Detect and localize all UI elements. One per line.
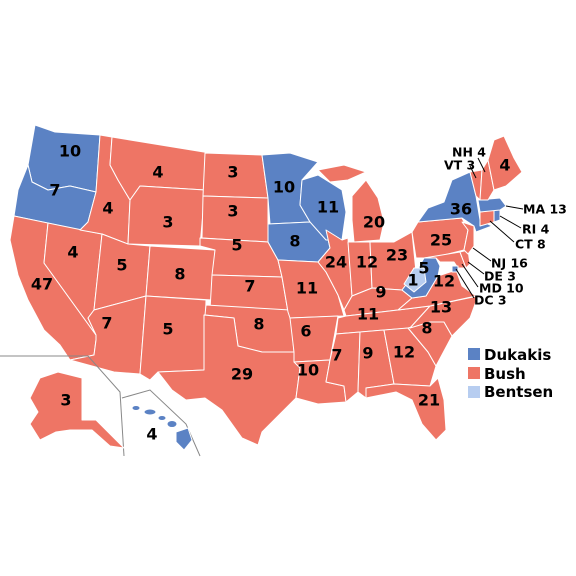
label-ne: 5 [231, 236, 242, 255]
state-ri[interactable] [493, 209, 501, 223]
label-ar: 6 [300, 322, 311, 341]
label-de: DE 3 [484, 269, 516, 284]
legend-label-bush: Bush [484, 365, 526, 383]
state-ct[interactable] [479, 209, 495, 227]
label-or: 7 [49, 181, 60, 200]
label-hi: 4 [146, 425, 157, 444]
label-sc: 8 [421, 319, 432, 338]
label-ga: 12 [393, 343, 415, 362]
label-nd: 3 [227, 163, 238, 182]
label-ms: 7 [331, 346, 342, 365]
label-nj: NJ 16 [491, 256, 528, 271]
state-wv-bentsen[interactable] [403, 267, 427, 293]
label-wv-bentsen: 1 [407, 271, 418, 290]
label-wy: 3 [162, 213, 173, 232]
label-mo: 11 [296, 279, 318, 298]
label-la: 10 [297, 361, 319, 380]
label-va: 12 [433, 272, 455, 291]
label-ma: MA 13 [523, 202, 567, 217]
state-mi[interactable] [317, 164, 385, 243]
label-ca: 47 [31, 275, 53, 294]
state-fl[interactable] [365, 377, 447, 441]
label-tx: 29 [231, 365, 253, 384]
label-nm: 5 [162, 320, 173, 339]
label-ut: 5 [116, 256, 127, 275]
label-nh: NH 4 [452, 145, 486, 160]
label-ak: 3 [60, 391, 71, 410]
label-ks: 7 [244, 277, 255, 296]
label-ct: CT 8 [515, 237, 546, 252]
legend-swatch-bush [468, 367, 480, 379]
legend-label-dukakis: Dukakis [484, 346, 551, 364]
label-nc: 13 [430, 298, 452, 317]
label-fl: 21 [418, 391, 440, 410]
state-ma[interactable] [477, 197, 507, 213]
label-wv: 5 [418, 259, 429, 278]
label-ky: 9 [375, 283, 386, 302]
small-state-callouts: NH 4 VT 3 MA 13 RI 4 CT 8 NJ 16 DE 3 MD … [444, 145, 567, 308]
label-ri: RI 4 [522, 222, 550, 237]
label-al: 9 [362, 344, 373, 363]
state-il[interactable] [317, 229, 353, 311]
label-az: 7 [101, 314, 112, 333]
state-tx[interactable] [157, 314, 301, 446]
state-shapes [0, 124, 523, 457]
label-ok: 8 [253, 315, 264, 334]
alaska-inset-border [0, 355, 125, 457]
label-vt: VT 3 [444, 158, 475, 173]
legend-swatch-dukakis [468, 348, 480, 360]
label-mt: 4 [152, 163, 163, 182]
legend: Dukakis Bush Bentsen [468, 346, 553, 401]
state-hi[interactable] [131, 405, 193, 451]
label-md: MD 10 [479, 281, 524, 296]
hawaii-inset-border [121, 389, 201, 457]
label-ia: 8 [289, 232, 300, 251]
state-me[interactable] [487, 135, 523, 191]
label-sd: 3 [227, 202, 238, 221]
legend-label-bentsen: Bentsen [484, 383, 553, 401]
label-ny: 36 [450, 200, 472, 219]
state-ak[interactable] [29, 371, 125, 449]
label-oh: 23 [386, 246, 408, 265]
label-tn: 11 [357, 305, 379, 324]
label-pa: 25 [430, 231, 452, 250]
state-labels: 10 7 47 4 4 4 3 5 8 7 5 3 3 5 7 8 29 10 … [31, 142, 511, 444]
label-wi: 11 [317, 198, 339, 217]
label-il: 24 [325, 253, 347, 272]
label-nv: 4 [67, 243, 78, 262]
legend-swatch-bentsen [468, 386, 480, 398]
label-mi: 20 [363, 213, 385, 232]
label-wa: 10 [59, 142, 81, 161]
label-co: 8 [174, 265, 185, 284]
label-dc: DC 3 [474, 293, 507, 308]
label-id: 4 [102, 199, 113, 218]
state-wy[interactable] [127, 185, 206, 247]
label-me: 4 [499, 156, 510, 175]
label-in: 12 [356, 253, 378, 272]
label-mn: 10 [273, 178, 295, 197]
